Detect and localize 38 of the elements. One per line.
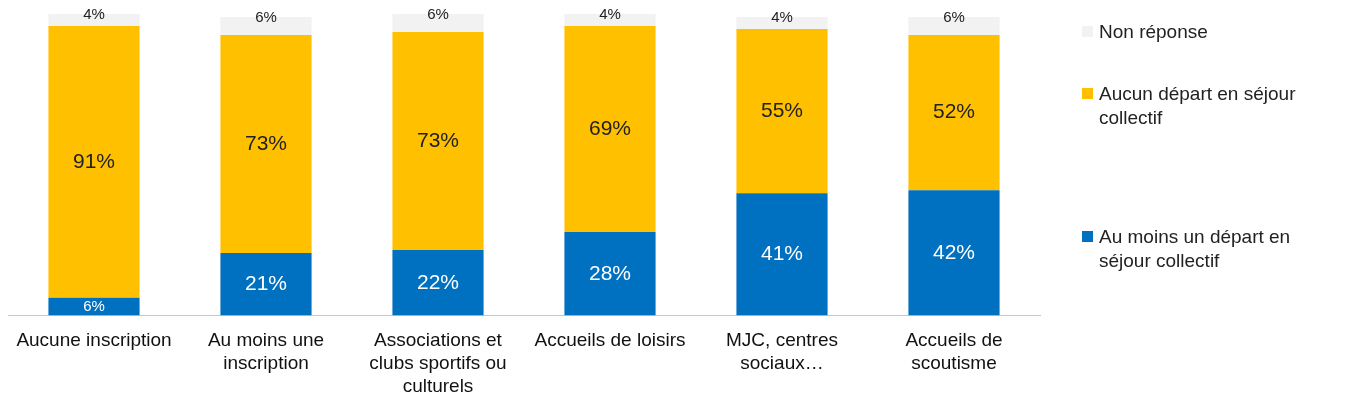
data-label: 4% bbox=[599, 5, 621, 23]
data-label: 91% bbox=[72, 148, 116, 172]
bar bbox=[220, 34, 312, 253]
data-label: 4% bbox=[83, 5, 105, 23]
data-label: 73% bbox=[416, 127, 460, 151]
data-label: 69% bbox=[588, 115, 632, 139]
data-label: 4% bbox=[771, 8, 793, 26]
data-label: 21% bbox=[244, 271, 288, 295]
data-label: 6% bbox=[943, 8, 965, 26]
bar bbox=[908, 190, 1000, 316]
legend-label: Non réponse bbox=[1099, 20, 1208, 44]
data-label: 41% bbox=[760, 241, 804, 265]
bar bbox=[908, 34, 1000, 191]
x-tick-label: Associations et clubs sportifs ou culturels bbox=[369, 329, 507, 396]
data-label: 6% bbox=[427, 5, 449, 23]
bar bbox=[564, 231, 656, 316]
data-label: 55% bbox=[760, 97, 804, 121]
x-tick-label: Accueils de loisirs bbox=[534, 329, 686, 351]
data-label: 52% bbox=[932, 99, 976, 123]
x-tick-label: Aucune inscription bbox=[16, 329, 172, 351]
bar bbox=[736, 28, 828, 194]
bar bbox=[392, 31, 484, 250]
bar bbox=[392, 249, 484, 316]
data-label: 6% bbox=[255, 8, 277, 26]
x-tick-label: Au moins une inscription bbox=[207, 329, 325, 374]
data-label: 73% bbox=[244, 130, 288, 154]
data-label: 42% bbox=[932, 239, 976, 263]
x-tick-label: MJC, centres sociaux… bbox=[726, 329, 838, 374]
bar bbox=[220, 252, 312, 316]
bar bbox=[736, 193, 828, 316]
data-label: 28% bbox=[588, 260, 632, 284]
legend-label: Au moins un départ en séjour collectif bbox=[1099, 225, 1292, 273]
data-label: 6% bbox=[83, 296, 105, 314]
bar bbox=[48, 25, 140, 298]
x-tick-label: Accueils de scoutisme bbox=[905, 329, 1003, 374]
data-label: 22% bbox=[416, 269, 460, 293]
bar bbox=[564, 25, 656, 232]
legend-label: Aucun départ en séjour collectif bbox=[1099, 82, 1297, 130]
